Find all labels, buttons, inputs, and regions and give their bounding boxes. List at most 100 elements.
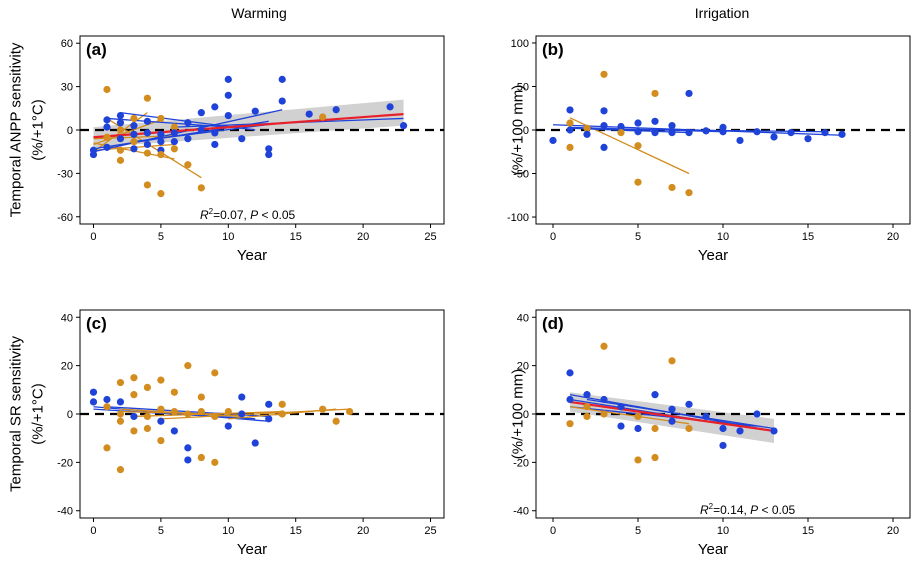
data-point: [143, 412, 152, 421]
data-point: [566, 420, 574, 428]
data-point: [116, 146, 125, 154]
data-point: [753, 128, 761, 136]
data-point: [130, 145, 138, 153]
panel-c: 0 5 10 15 20 25 -40 -20 0 20 40 Year Temporal SR sen…: [8, 309, 445, 558]
data-point: [265, 400, 273, 408]
data-point: [770, 427, 778, 435]
data-point: [157, 130, 165, 138]
data-point: [184, 161, 192, 169]
x-tick-label: 10: [717, 231, 729, 243]
data-point: [143, 181, 152, 189]
data-point: [116, 126, 125, 134]
data-point: [685, 400, 693, 408]
data-point: [278, 75, 286, 83]
x-tick-label: 20: [887, 231, 899, 243]
data-point: [116, 398, 125, 406]
data-point: [685, 189, 693, 197]
data-point: [116, 135, 125, 143]
y-tick-label: -50: [513, 169, 529, 181]
data-point: [224, 91, 232, 99]
data-point: [130, 374, 138, 382]
data-point: [265, 145, 273, 153]
data-point: [211, 458, 219, 466]
data-point: [265, 415, 273, 423]
data-point: [770, 133, 778, 141]
data-point: [170, 407, 178, 416]
data-point: [566, 106, 574, 114]
data-point: [278, 400, 286, 408]
panel-letter: (d): [542, 314, 564, 333]
data-point: [116, 410, 125, 418]
y-axis-label: (%/+100 mm): [510, 369, 527, 459]
data-point: [600, 395, 608, 404]
x-tick-label: 15: [290, 231, 302, 243]
data-point: [719, 441, 727, 450]
data-point: [685, 89, 693, 98]
data-point: [89, 150, 98, 159]
data-point: [583, 124, 591, 132]
data-point: [197, 109, 205, 117]
data-point: [617, 403, 625, 411]
data-point: [238, 410, 246, 418]
y-tick-label: 30: [61, 82, 73, 94]
x-tick-label: 10: [222, 525, 234, 537]
data-point: [685, 424, 693, 433]
data-point: [821, 129, 829, 137]
y-tick-label: 20: [61, 361, 73, 373]
data-point: [634, 119, 642, 127]
x-tick-label: 5: [635, 525, 641, 537]
panel-d: 0 5 10 15 20 -40 -20 0 20 40 Year (%/+100 mm) (d) R2=…: [510, 309, 911, 558]
data-point: [211, 140, 219, 149]
overall-fit-line: [569, 400, 775, 433]
column-title-warming: Warming: [231, 5, 287, 21]
y-tick-label: 100: [511, 38, 529, 50]
data-point: [634, 456, 642, 464]
data-point: [617, 122, 625, 131]
data-point: [651, 391, 659, 399]
y-tick-label: 40: [61, 312, 73, 324]
data-point: [346, 407, 354, 416]
data-point: [651, 117, 659, 125]
data-point: [103, 444, 111, 452]
data-point: [130, 391, 138, 399]
data-point: [251, 439, 259, 447]
stats-annotation: R2=0.14, P < 0.05: [700, 502, 796, 517]
data-point: [224, 422, 232, 430]
column-title-irrigation: Irrigation: [695, 5, 749, 21]
y-tick-label: 20: [517, 361, 529, 373]
data-point: [143, 424, 152, 433]
data-point: [184, 410, 192, 418]
x-tick-label: 0: [550, 231, 556, 243]
data-point: [719, 424, 727, 433]
data-point: [157, 190, 165, 198]
x-tick-label: 5: [158, 231, 164, 243]
data-point: [116, 378, 125, 387]
data-point: [278, 97, 286, 105]
x-tick-label: 0: [90, 525, 96, 537]
y-axis-label: (%/+1°C): [30, 383, 47, 444]
data-point: [804, 135, 812, 143]
data-point: [211, 369, 219, 377]
y-tick-label: -60: [57, 212, 73, 224]
data-point: [634, 424, 642, 433]
data-point: [157, 137, 165, 146]
data-point: [386, 103, 394, 111]
data-point: [170, 388, 178, 396]
x-axis-label: Year: [698, 247, 728, 264]
data-point: [600, 143, 608, 152]
data-point: [197, 184, 205, 192]
data-point: [651, 89, 659, 98]
data-point: [130, 427, 138, 435]
data-point: [211, 103, 219, 111]
data-point: [634, 142, 642, 150]
data-point: [651, 129, 659, 137]
data-point: [566, 126, 574, 134]
x-tick-label: 20: [357, 525, 369, 537]
data-point: [170, 123, 178, 131]
x-tick-label: 5: [635, 231, 641, 243]
data-point: [116, 417, 125, 425]
data-point: [600, 107, 608, 115]
data-point: [143, 117, 152, 125]
data-point: [157, 114, 165, 123]
y-tick-label: 0: [523, 409, 529, 421]
